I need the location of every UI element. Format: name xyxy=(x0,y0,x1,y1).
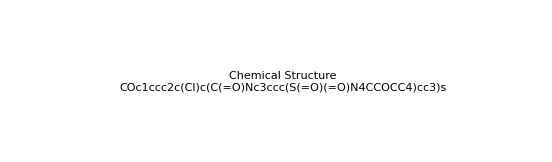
Text: Chemical Structure
COc1ccc2c(Cl)c(C(=O)Nc3ccc(S(=O)(=O)N4CCOCC4)cc3)s: Chemical Structure COc1ccc2c(Cl)c(C(=O)N… xyxy=(119,71,447,93)
